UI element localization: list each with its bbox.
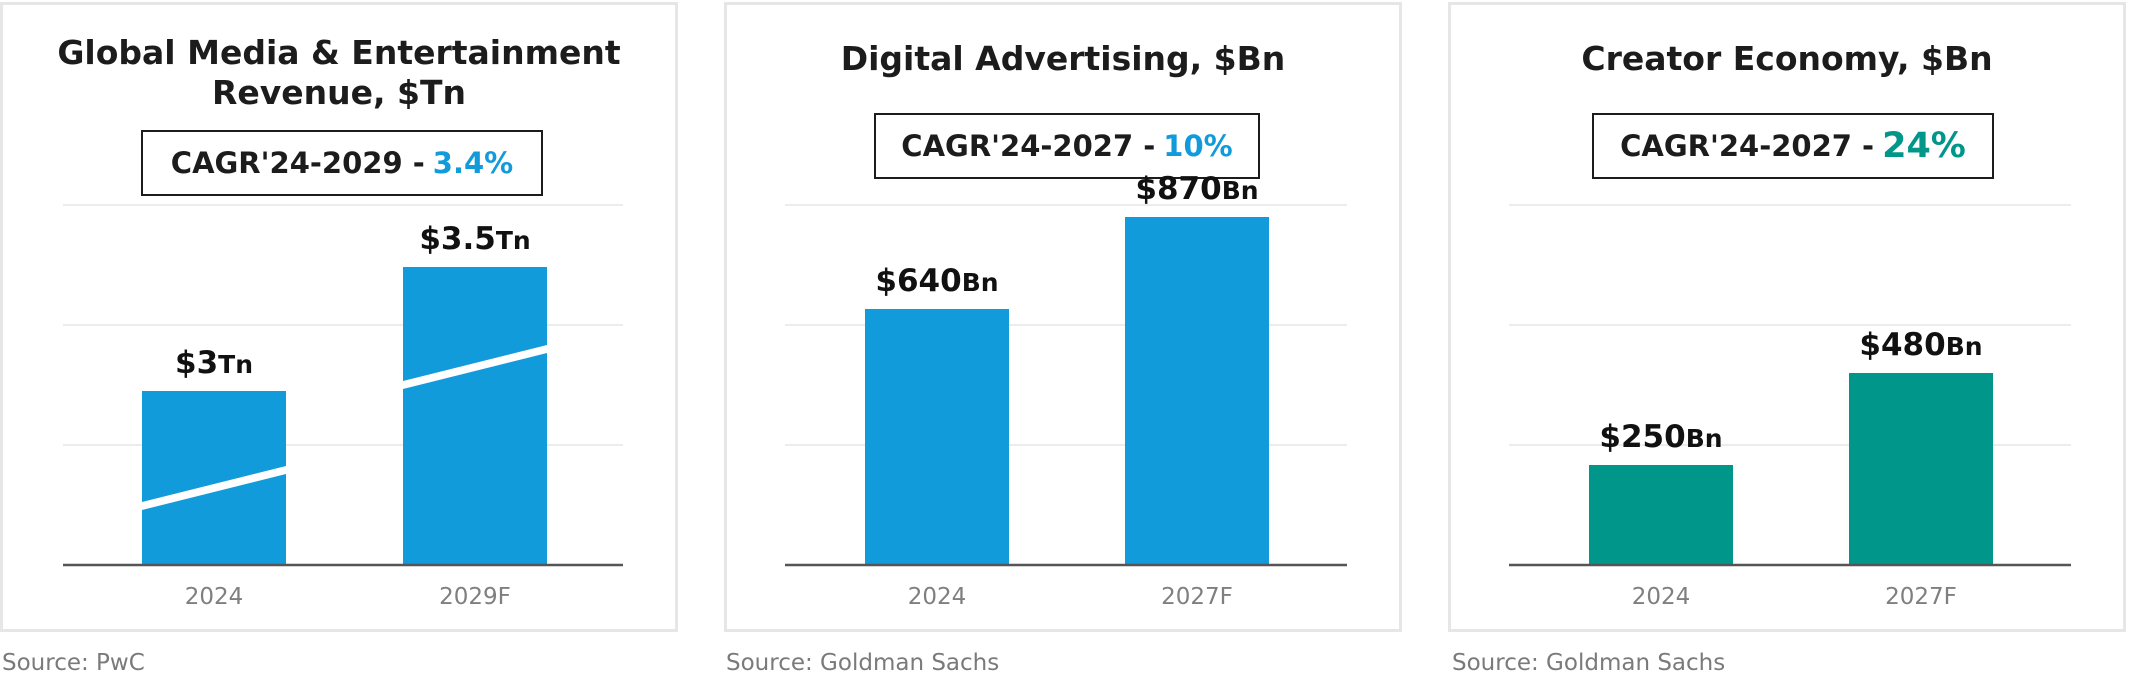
data-label: $3Tn [175, 345, 253, 381]
chart-panel-digital-advertising: Digital Advertising, $Bn CAGR'24-2027 - … [724, 2, 1402, 632]
axis-break-mark [395, 343, 555, 391]
chart-panel-creator-economy: Creator Economy, $Bn CAGR'24-2027 - 24% … [1448, 2, 2126, 632]
data-label: $480Bn [1859, 327, 1982, 363]
cagr-box: CAGR'24-2027 - 24% [1592, 113, 1994, 179]
x-tick-label: 2029F [439, 584, 511, 610]
axis-break-mark [134, 464, 294, 512]
cagr-value: 10% [1163, 129, 1233, 163]
data-label: $870Bn [1135, 171, 1258, 207]
chart-title: Creator Economy, $Bn [1451, 39, 2123, 79]
data-label: $3.5Tn [419, 221, 530, 257]
bar [403, 267, 547, 565]
cagr-value: 3.4% [432, 146, 514, 180]
chart-plot: $640Bn 2024 $870Bn 2027F [785, 171, 1347, 610]
x-tick-label: 2024 [185, 584, 244, 610]
chart-title: Digital Advertising, $Bn [727, 39, 1399, 79]
bar [1849, 373, 1993, 565]
chart-title-line: Digital Advertising, $Bn [840, 39, 1286, 78]
chart-title-line: Revenue, $Tn [211, 73, 467, 112]
source-note: Source: Goldman Sachs [726, 650, 1000, 676]
bar [1589, 465, 1733, 565]
bar [1125, 217, 1269, 565]
cagr-box: CAGR'24-2027 - 10% [874, 113, 1260, 179]
cagr-value: 24% [1882, 126, 1966, 166]
x-tick-label: 2027F [1885, 584, 1957, 610]
cagr-box: CAGR'24-2029 - 3.4% [141, 130, 543, 196]
chart-title-line: Creator Economy, $Bn [1581, 39, 1993, 78]
chart-title-line: Global Media & Entertainment [57, 33, 621, 72]
x-tick-label: 2024 [908, 584, 967, 610]
chart-plot: $250Bn 2024 $480Bn 2027F [1509, 204, 2071, 610]
data-label: $640Bn [875, 263, 998, 299]
source-note: Source: Goldman Sachs [1452, 650, 1726, 676]
chart-panel-media-revenue: Global Media & Entertainment Revenue, $T… [0, 2, 678, 632]
bar [865, 309, 1009, 565]
x-tick-label: 2024 [1632, 584, 1691, 610]
x-tick-label: 2027F [1161, 584, 1233, 610]
source-note: Source: PwC [2, 650, 145, 676]
chart-title: Global Media & Entertainment Revenue, $T… [3, 33, 675, 113]
data-label: $250Bn [1599, 419, 1722, 455]
cagr-label: CAGR'24-2027 - [1620, 129, 1875, 163]
cagr-label: CAGR'24-2029 - [170, 146, 425, 180]
chart-plot: $3Tn 2024 $3.5Tn 2029F [63, 204, 623, 610]
cagr-label: CAGR'24-2027 - [901, 129, 1156, 163]
